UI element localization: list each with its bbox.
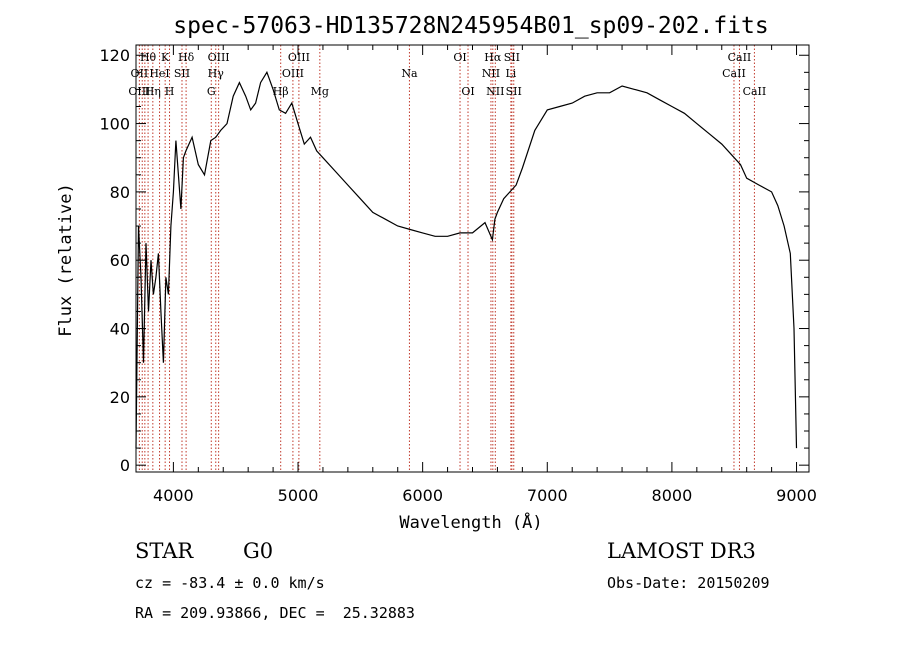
object-class-label: STAR — [135, 539, 194, 563]
spectrum-series — [135, 70, 798, 449]
x-tick-label: 4000 — [153, 486, 194, 505]
y-tick-label: 120 — [99, 46, 130, 65]
survey-label: LAMOST DR3 — [607, 539, 756, 563]
coordinates-text: RA = 209.93866, DEC = 25.32883 — [135, 604, 415, 622]
line-label: SII — [174, 67, 190, 80]
x-tick-label: 6000 — [402, 486, 443, 505]
line-label: OI — [461, 85, 474, 98]
spectral-line-labels: Hθ OII OIII K HeI Hη H Hδ SII OIII Hγ G OIII OIII Hβ Mg… — [128, 51, 766, 98]
line-label: OII — [131, 67, 149, 80]
x-tick-label: 8000 — [652, 486, 693, 505]
line-label: Mg — [311, 85, 329, 98]
line-label: Li — [505, 67, 516, 80]
line-label: Hδ — [178, 51, 195, 64]
y-tick-label: 0 — [120, 456, 130, 475]
line-label: SII — [504, 51, 520, 64]
line-label: NII — [486, 85, 504, 98]
line-label: Na — [401, 67, 418, 80]
y-axis: 0 20 40 60 80 100 120 — [99, 46, 809, 475]
line-label: OIII — [208, 51, 230, 64]
obs-date-text: Obs-Date: 20150209 — [607, 574, 770, 592]
line-label: CaII — [728, 51, 752, 64]
redshift-text: cz = -83.4 ± 0.0 km/s — [135, 574, 325, 592]
line-label: Hβ — [273, 85, 289, 98]
line-label: Hγ — [208, 67, 225, 80]
line-label: OIII — [128, 85, 150, 98]
x-tick-label: 5000 — [278, 486, 319, 505]
line-label: SII — [506, 85, 522, 98]
chart-title: spec-57063-HD135728N245954B01_sp09-202.f… — [173, 13, 768, 39]
line-label: OI — [453, 51, 466, 64]
y-tick-label: 80 — [110, 183, 130, 202]
x-tick-label: 7000 — [527, 486, 568, 505]
line-label: Hη — [145, 85, 161, 98]
line-label: CaII — [743, 85, 767, 98]
line-label: Hθ — [140, 51, 157, 64]
line-label: HeI — [149, 67, 169, 80]
x-axis: 4000 5000 6000 7000 8000 9000 — [153, 45, 817, 505]
y-tick-label: 20 — [110, 388, 130, 407]
line-label: OIII — [282, 67, 304, 80]
subclass-label: G0 — [243, 539, 274, 563]
y-axis-label: Flux (relative) — [56, 183, 76, 337]
y-tick-label: 100 — [99, 115, 130, 134]
line-label: CaII — [722, 67, 746, 80]
line-label: Hα — [484, 51, 502, 64]
line-label: OIII — [288, 51, 310, 64]
x-axis-label: Wavelength (Å) — [399, 511, 542, 533]
line-label: NII — [482, 67, 500, 80]
line-label: H — [165, 85, 175, 98]
y-tick-label: 60 — [110, 251, 130, 270]
spectral-line-markers — [138, 45, 755, 472]
line-label: G — [207, 85, 216, 98]
plot-frame — [135, 44, 810, 473]
x-tick-label: 9000 — [776, 486, 817, 505]
y-tick-label: 40 — [110, 320, 130, 339]
line-label: K — [161, 51, 170, 64]
